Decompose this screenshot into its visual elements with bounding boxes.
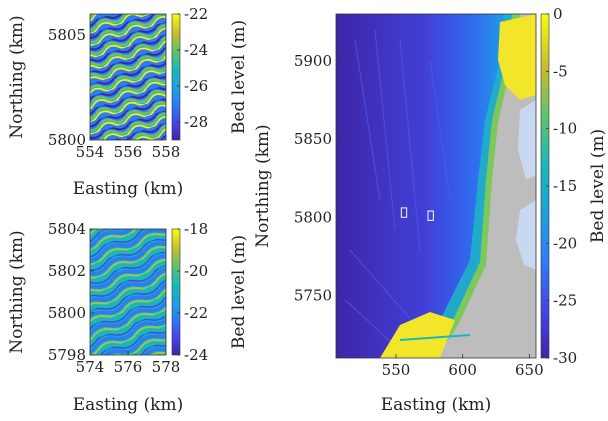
panel-3-axes-frame	[335, 13, 537, 359]
x-tick-label: 558	[152, 143, 181, 161]
y-tick-label: 5800	[48, 304, 86, 322]
panel-1-colorbar	[171, 13, 181, 141]
land	[436, 14, 536, 358]
x-tick-label: 550	[382, 361, 411, 379]
panel-1: 554 556 558 5800 5805 Easting (km) Northing…	[7, 5, 249, 199]
highlight-box-1	[400, 207, 408, 218]
colorbar-tick-label: -5	[553, 62, 568, 80]
panel-2-x-label: Easting (km)	[73, 395, 183, 415]
colorbar-tick-label: -28	[184, 113, 208, 131]
colorbar-tick-label: -25	[553, 292, 577, 310]
panel-2-y-label: Northing (km)	[7, 230, 27, 353]
panel-1-y-label: Northing (km)	[7, 15, 27, 138]
panel-1-y-ticks: 5800 5805	[48, 26, 94, 149]
panel-3-y-label: Northing (km)	[253, 124, 273, 247]
panel-1-x-label: Easting (km)	[73, 179, 183, 199]
lake-south	[516, 200, 536, 270]
colorbar-tick-label: -15	[553, 177, 577, 195]
estuary-channel	[399, 334, 471, 341]
y-tick-label: 5798	[48, 346, 86, 364]
panel-2-colorbar-ticks: -18 -20 -22 -24	[177, 220, 208, 364]
colorbar-tick-label: -18	[184, 220, 208, 238]
y-tick-label: 5800	[294, 208, 332, 226]
panel-2-y-ticks: 5798 5800 5802 5804	[48, 220, 94, 364]
y-tick-label: 5800	[48, 131, 86, 149]
y-tick-label: 5802	[48, 262, 86, 280]
y-tick-label: 5804	[48, 220, 86, 238]
panel-3-x-ticks: 550 600 650	[382, 354, 544, 379]
colorbar-tick-label: -26	[184, 77, 208, 95]
y-tick-label: 5805	[48, 26, 86, 44]
panel-2-bedform-field	[90, 229, 166, 355]
panel-2-colorbar	[171, 228, 181, 356]
x-tick-label: 554	[76, 143, 105, 161]
colorbar-tick-label: -20	[184, 262, 208, 280]
colorbar-tick-label: -20	[553, 234, 577, 252]
x-tick-label: 574	[76, 358, 105, 376]
x-tick-label: 576	[114, 358, 143, 376]
south-delta	[380, 312, 455, 358]
panel-1-x-ticks: 554 556 558	[76, 136, 181, 161]
x-tick-label: 650	[515, 361, 544, 379]
colorbar-tick-label: -24	[184, 346, 208, 364]
panel-1-colorbar-label: Bed level (m)	[229, 20, 249, 134]
panel-1-bedform-field	[90, 14, 166, 140]
colorbar-tick-label: 0	[553, 5, 563, 23]
x-tick-label: 600	[448, 361, 477, 379]
y-tick-label: 5900	[294, 52, 332, 70]
panel-3-colorbar-ticks: 0 -5 -10 -15 -20 -25 -30	[546, 5, 577, 367]
colorbar-tick-label: -10	[553, 120, 577, 138]
y-tick-label: 5850	[294, 130, 332, 148]
panel-3-y-ticks: 5750 5800 5850 5900	[294, 52, 340, 304]
panel-2-x-ticks: 574 576 578	[76, 351, 181, 376]
panel-3-x-label: Easting (km)	[381, 395, 491, 415]
x-tick-label: 556	[114, 143, 143, 161]
colorbar-tick-label: -22	[184, 5, 208, 23]
y-tick-label: 5750	[294, 286, 332, 304]
colorbar-tick-label: -22	[184, 304, 208, 322]
panel-3-colorbar-label: Bed level (m)	[588, 129, 608, 243]
lake-north	[518, 100, 536, 180]
highlight-box-2	[427, 210, 434, 221]
panel-1-colorbar-ticks: -22 -24 -26 -28	[177, 5, 208, 131]
colorbar-tick-label: -24	[184, 41, 208, 59]
north-shallows	[498, 14, 536, 100]
panel-2-colorbar-label: Bed level (m)	[229, 235, 249, 349]
x-tick-label: 578	[152, 358, 181, 376]
offshore-ridges	[344, 29, 451, 351]
colorbar-tick-label: -30	[553, 349, 577, 367]
